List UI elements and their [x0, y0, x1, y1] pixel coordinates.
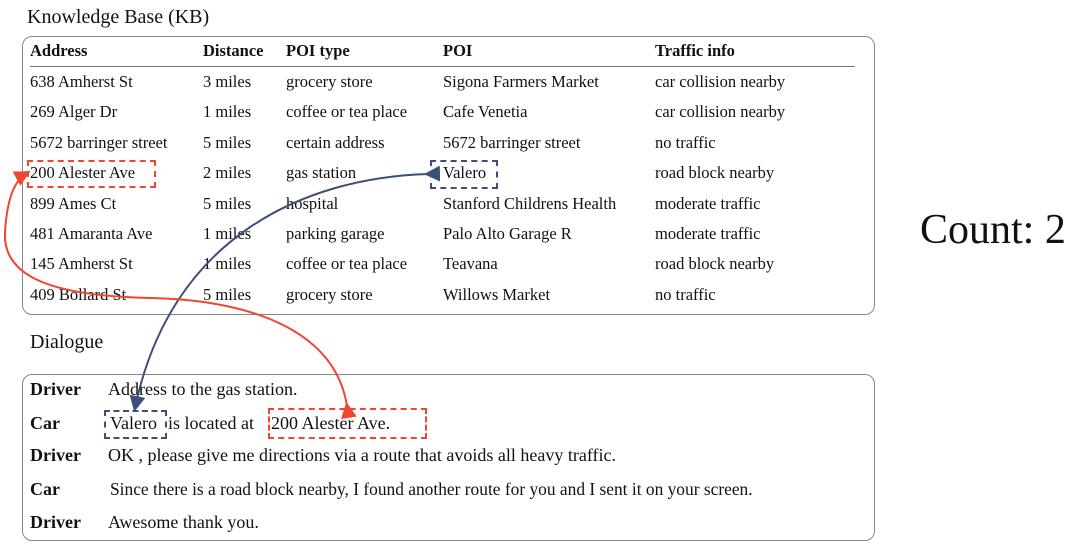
table-cell: moderate traffic: [655, 193, 761, 213]
table-cell: 409 Bollard St: [30, 284, 127, 304]
table-cell: Valero: [443, 163, 487, 183]
dialogue-poi-highlight: [104, 410, 167, 439]
table-cell: Palo Alto Garage R: [443, 224, 572, 243]
dialogue-box: [22, 374, 875, 541]
column-header: POI: [443, 41, 473, 60]
speaker: Driver: [30, 512, 81, 532]
table-cell: Sigona Farmers Market: [443, 72, 599, 91]
table-cell: gas station: [286, 163, 357, 183]
table-cell: 5 miles: [203, 284, 252, 304]
column-header: Distance: [203, 41, 264, 60]
table-cell: 5 miles: [203, 132, 252, 152]
table-cell: Cafe Venetia: [443, 102, 528, 122]
table-cell: 5672 barringer street: [30, 132, 168, 152]
speaker: Car: [30, 413, 60, 433]
table-cell: 1 miles: [203, 102, 252, 122]
table-cell: coffee or tea place: [286, 254, 408, 274]
table-cell: road block nearby: [655, 254, 775, 274]
table-cell: 269 Alger Dr: [30, 102, 118, 122]
column-header: Traffic info: [655, 41, 735, 60]
table-cell: parking garage: [286, 224, 385, 243]
utterance: Awesome thank you.: [108, 512, 259, 532]
table-cell: Teavana: [443, 254, 498, 274]
utterance: OK , please give me directions via a rou…: [108, 445, 616, 465]
table-cell: hospital: [286, 193, 339, 213]
table-cell: 2 miles: [203, 163, 252, 183]
speaker: Driver: [30, 445, 81, 465]
utterance: Address to the gas station.: [108, 379, 298, 399]
table-cell: 3 miles: [203, 72, 252, 91]
table-cell: moderate traffic: [655, 224, 761, 243]
table-cell: no traffic: [655, 132, 716, 152]
table-cell: 5672 barringer street: [443, 132, 581, 152]
kb-poi-highlight: [430, 160, 498, 189]
table-cell: certain address: [286, 132, 385, 152]
speaker: Driver: [30, 379, 81, 399]
dialogue-title: Dialogue: [30, 331, 104, 353]
table-cell: 481 Amaranta Ave: [30, 224, 153, 243]
table-cell: grocery store: [286, 72, 373, 91]
table-cell: coffee or tea place: [286, 102, 408, 122]
kb-address-highlight: [27, 160, 156, 188]
count-label: Count: 2: [920, 207, 1066, 253]
table-cell: 145 Amherst St: [30, 254, 133, 274]
utterance: Since there is a road block nearby, I fo…: [110, 479, 753, 499]
table-cell: Stanford Childrens Health: [443, 193, 617, 213]
column-header: POI type: [286, 41, 350, 60]
table-cell: 899 Ames Ct: [30, 193, 117, 213]
table-cell: 638 Amherst St: [30, 72, 133, 91]
header-divider: [30, 66, 855, 67]
table-cell: grocery store: [286, 284, 373, 304]
utterance: is located at: [168, 413, 254, 433]
table-cell: 5 miles: [203, 193, 252, 213]
speaker: Car: [30, 479, 60, 499]
table-cell: car collision nearby: [655, 102, 786, 122]
kb-title: Knowledge Base (KB): [27, 6, 210, 28]
table-cell: road block nearby: [655, 163, 775, 183]
table-cell: Willows Market: [443, 284, 551, 304]
dialogue-address-highlight: [268, 408, 427, 439]
column-header: Address: [30, 41, 88, 60]
table-cell: car collision nearby: [655, 72, 786, 91]
table-cell: 1 miles: [203, 224, 252, 243]
table-cell: 1 miles: [203, 254, 252, 274]
table-cell: no traffic: [655, 284, 716, 304]
